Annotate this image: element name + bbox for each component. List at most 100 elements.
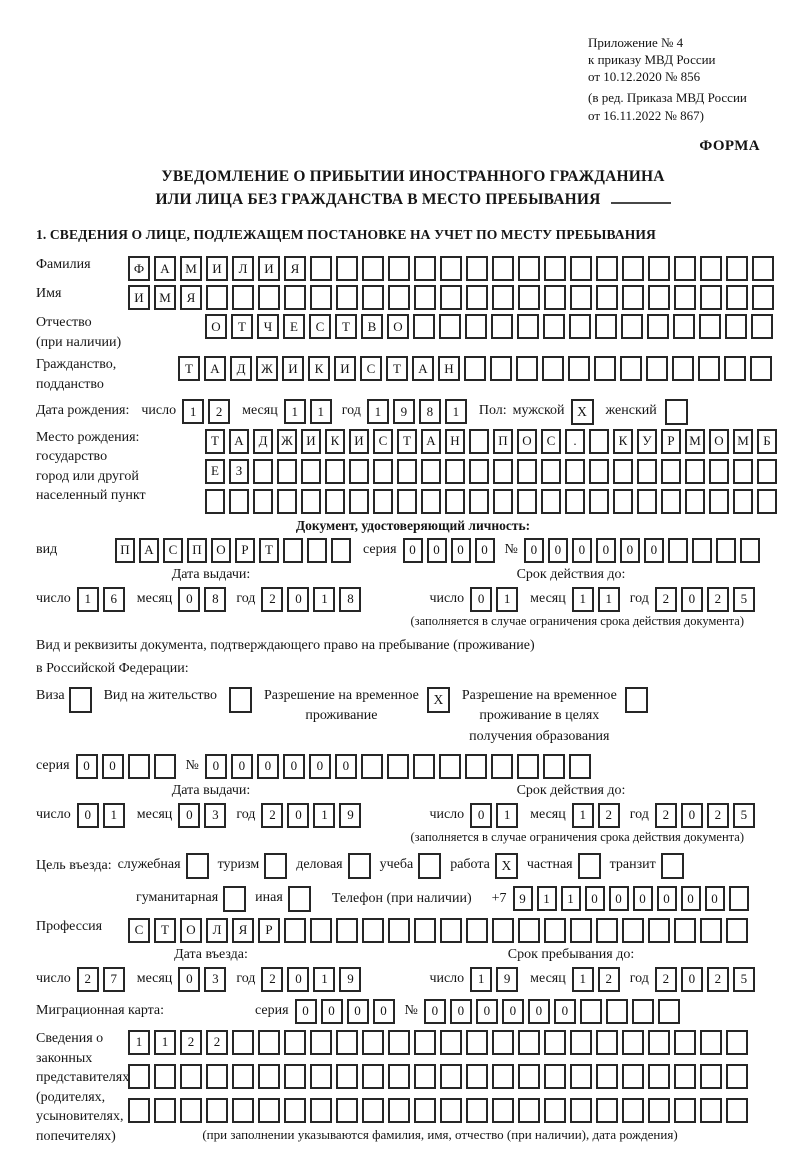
form-cell[interactable] — [440, 1063, 462, 1089]
form-cell[interactable] — [388, 1063, 410, 1089]
form-cell[interactable]: 2 — [261, 586, 284, 612]
form-cell[interactable] — [362, 256, 384, 282]
form-cell[interactable] — [421, 488, 441, 514]
form-cell[interactable]: 1 — [154, 1029, 176, 1055]
form-cell[interactable]: 0 — [450, 537, 471, 563]
form-cell[interactable]: Т — [386, 356, 408, 382]
form-cell[interactable]: Н — [438, 356, 460, 382]
form-cell[interactable] — [516, 753, 539, 779]
form-cell[interactable] — [336, 285, 358, 311]
form-cell[interactable] — [700, 285, 722, 311]
form-cell[interactable] — [388, 285, 410, 311]
form-cell[interactable]: А — [412, 356, 434, 382]
form-cell[interactable] — [445, 458, 465, 484]
form-cell[interactable] — [622, 1063, 644, 1089]
form-cell[interactable] — [622, 256, 644, 282]
form-cell[interactable] — [331, 537, 351, 563]
form-cell[interactable]: И — [282, 356, 304, 382]
form-cell[interactable]: 8 — [339, 586, 362, 612]
form-cell[interactable]: 0 — [680, 886, 701, 912]
form-cell[interactable] — [569, 314, 591, 340]
form-cell[interactable]: 0 — [320, 998, 343, 1024]
form-cell[interactable]: С — [309, 314, 331, 340]
form-cell[interactable]: 1 — [76, 586, 99, 612]
form-cell[interactable] — [464, 753, 487, 779]
form-cell[interactable] — [258, 1097, 280, 1123]
form-cell[interactable]: 1 — [283, 399, 306, 425]
form-cell[interactable]: Е — [283, 314, 305, 340]
form-cell[interactable] — [751, 314, 773, 340]
form-cell[interactable] — [516, 356, 538, 382]
form-cell[interactable]: Р — [235, 537, 255, 563]
form-cell[interactable]: 0 — [75, 753, 98, 779]
form-cell[interactable]: 0 — [680, 586, 703, 612]
form-cell[interactable]: 2 — [261, 802, 284, 828]
form-cell[interactable] — [726, 917, 748, 943]
form-cell[interactable] — [700, 917, 722, 943]
form-cell[interactable]: 0 — [426, 537, 447, 563]
form-cell[interactable] — [518, 256, 540, 282]
form-cell[interactable] — [715, 537, 736, 563]
form-cell[interactable] — [570, 1029, 592, 1055]
form-cell[interactable] — [284, 917, 306, 943]
form-cell[interactable] — [648, 917, 670, 943]
form-cell[interactable]: Д — [253, 428, 273, 454]
form-cell[interactable] — [605, 998, 628, 1024]
form-cell[interactable]: Я — [180, 285, 202, 311]
form-cell[interactable] — [284, 1097, 306, 1123]
form-cell[interactable]: О — [517, 428, 537, 454]
form-cell[interactable] — [336, 1097, 358, 1123]
form-cell[interactable] — [206, 1063, 228, 1089]
form-cell[interactable] — [397, 458, 417, 484]
form-cell[interactable] — [518, 917, 540, 943]
form-cell[interactable]: 0 — [584, 886, 605, 912]
form-cell[interactable]: 9 — [339, 802, 362, 828]
form-cell[interactable] — [490, 356, 512, 382]
form-cell[interactable]: И — [301, 428, 321, 454]
form-cell[interactable] — [621, 314, 643, 340]
form-cell[interactable]: М — [180, 256, 202, 282]
form-cell[interactable] — [127, 753, 150, 779]
form-cell[interactable]: 0 — [372, 998, 395, 1024]
form-cell[interactable] — [349, 458, 369, 484]
form-cell[interactable] — [466, 1063, 488, 1089]
form-cell[interactable] — [445, 488, 465, 514]
form-cell[interactable]: П — [493, 428, 513, 454]
form-cell[interactable]: Ж — [277, 428, 297, 454]
form-cell[interactable]: И — [128, 285, 150, 311]
form-cell[interactable] — [709, 458, 729, 484]
form-cell[interactable] — [307, 537, 327, 563]
form-cell[interactable] — [646, 356, 668, 382]
form-cell[interactable]: 5 — [732, 586, 755, 612]
form-cell[interactable] — [386, 753, 409, 779]
form-cell[interactable] — [544, 1029, 566, 1055]
form-cell[interactable] — [336, 1029, 358, 1055]
form-cell[interactable] — [414, 285, 436, 311]
form-cell[interactable] — [310, 917, 332, 943]
form-cell[interactable]: И — [258, 256, 280, 282]
form-cell[interactable] — [232, 285, 254, 311]
form-cell[interactable]: Б — [757, 428, 777, 454]
form-cell[interactable] — [622, 1097, 644, 1123]
form-cell[interactable] — [544, 256, 566, 282]
form-cell[interactable]: 0 — [619, 537, 640, 563]
form-cell[interactable]: 0 — [334, 753, 357, 779]
form-cell[interactable]: 0 — [523, 537, 544, 563]
form-cell[interactable]: 0 — [282, 753, 305, 779]
form-cell[interactable]: Р — [258, 917, 280, 943]
form-cell[interactable]: И — [206, 256, 228, 282]
form-cell[interactable]: 1 — [128, 1029, 150, 1055]
form-cell[interactable] — [648, 1029, 670, 1055]
form-cell[interactable]: 0 — [680, 966, 703, 992]
form-cell[interactable]: 1 — [182, 399, 205, 425]
form-cell[interactable] — [253, 488, 273, 514]
form-cell[interactable] — [542, 753, 565, 779]
form-cell[interactable] — [466, 1029, 488, 1055]
form-cell[interactable] — [154, 1097, 176, 1123]
sex-female-checkbox[interactable] — [664, 398, 688, 425]
form-cell[interactable] — [622, 285, 644, 311]
form-cell[interactable] — [518, 285, 540, 311]
form-cell[interactable] — [414, 1097, 436, 1123]
form-cell[interactable] — [154, 1063, 176, 1089]
form-cell[interactable] — [622, 1029, 644, 1055]
